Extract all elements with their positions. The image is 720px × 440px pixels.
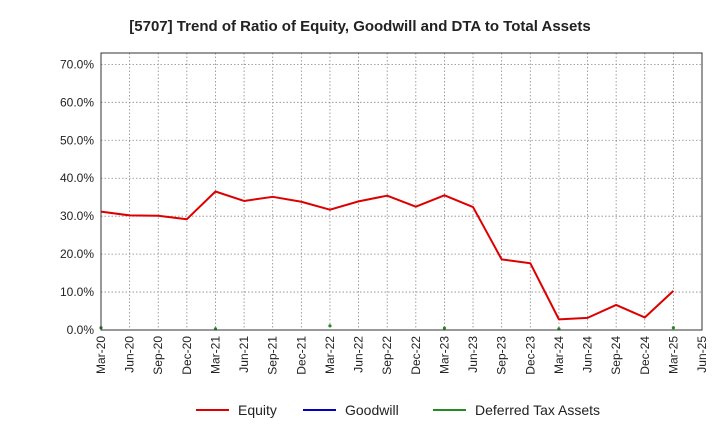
legend: Equity Goodwill Deferred Tax Assets [196,402,600,418]
x-tick-label: Dec-23 [523,336,537,375]
y-tick-label: 40.0% [60,171,94,185]
x-tick-label: Mar-24 [552,336,566,374]
y-tick-label: 70.0% [60,57,94,71]
x-tick-label: Dec-24 [638,336,652,375]
x-tick-label: Jun-22 [352,336,366,373]
y-tick-label: 60.0% [60,95,94,109]
y-tick-label: 50.0% [60,133,94,147]
x-axis-tick-labels: Mar-20 Jun-20 Sep-20 Dec-20 Mar-21 Jun-21 Sep-… [94,336,709,375]
x-tick-label: Jun-25 [695,336,709,373]
x-tick-label: Jun-21 [237,336,251,373]
x-tick-label: Sep-22 [380,336,394,375]
x-tick-label: Dec-21 [294,336,308,375]
x-tick-label: Sep-21 [266,336,280,375]
y-tick-label: 30.0% [60,209,94,223]
series-line-equity [100,190,675,321]
legend-label: Goodwill [345,402,399,418]
x-tick-label: Sep-20 [151,336,165,375]
x-tick-label: Mar-22 [323,336,337,374]
x-tick-label: Mar-23 [437,336,451,374]
y-tick-label: 20.0% [60,247,94,261]
y-tick-label: 0.0% [67,323,95,337]
x-tick-label: Sep-24 [609,336,623,375]
y-axis-tick-labels: 0.0% 10.0% 20.0% 30.0% 40.0% 50.0% 60.0% 70.0% [60,57,94,337]
dta-point [442,326,447,330]
chart-title: [5707] Trend of Ratio of Equity, Goodwil… [129,18,590,35]
x-tick-label: Jun-23 [466,336,480,373]
x-tick-label: Sep-23 [495,336,509,375]
x-tick-label: Mar-21 [208,336,222,374]
legend-label: Deferred Tax Assets [475,402,600,418]
y-tick-label: 10.0% [60,285,94,299]
plot-area-frame [100,52,703,331]
x-tick-label: Dec-20 [180,336,194,375]
x-tick-label: Jun-20 [123,336,137,373]
x-tick-label: Jun-24 [581,336,595,373]
dta-point [671,326,675,330]
dta-point [328,324,332,328]
x-tick-label: Mar-25 [666,336,680,374]
legend-label: Equity [238,402,277,418]
x-tick-label: Mar-20 [94,336,108,374]
grid-lines [100,53,703,331]
x-tick-label: Dec-22 [409,336,423,375]
